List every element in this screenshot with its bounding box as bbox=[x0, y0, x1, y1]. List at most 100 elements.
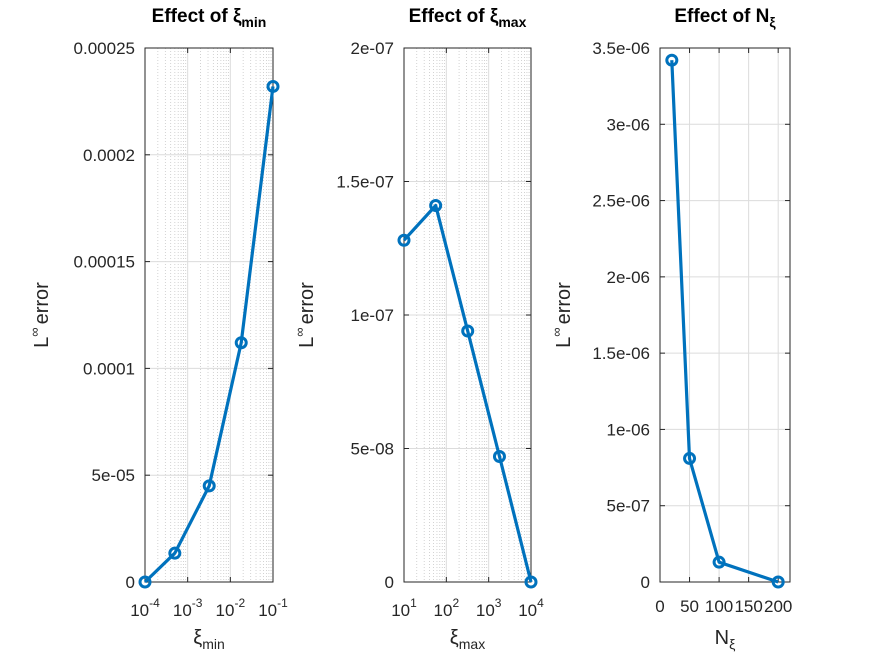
data-point bbox=[771, 575, 785, 589]
x-tick-exponent: 3 bbox=[495, 596, 502, 610]
chart-title-subscript: ξ bbox=[769, 14, 776, 30]
x-tick-label: 200 bbox=[764, 597, 792, 616]
plot-panel-1: 10-4 10-3 10-2 10-105e-050.00010.000150.000… bbox=[27, 6, 288, 652]
x-axis-label-subscript: min bbox=[202, 636, 225, 652]
y-tick-label: 2e-06 bbox=[607, 268, 650, 287]
chart-title-subscript: max bbox=[498, 14, 526, 30]
data-point bbox=[429, 199, 443, 213]
x-tick-base: 10 bbox=[434, 601, 453, 620]
y-tick-label: 1.5e-06 bbox=[592, 344, 650, 363]
data-point bbox=[524, 575, 538, 589]
axes-frame bbox=[144, 47, 274, 583]
y-tick-label: 0.0002 bbox=[83, 146, 135, 165]
x-tick-base: 10 bbox=[130, 601, 149, 620]
x-axis-label-subscript: ξ bbox=[729, 636, 735, 652]
y-axis-label-L: L bbox=[296, 337, 318, 348]
data-point bbox=[138, 575, 152, 589]
data-point bbox=[266, 79, 280, 93]
y-axis-label-superscript: ∞ bbox=[292, 327, 307, 336]
y-axis-label-rest: error bbox=[31, 282, 53, 325]
x-tick-base: 10 bbox=[216, 601, 235, 620]
x-tick-label: 101 bbox=[391, 596, 417, 620]
y-axis-label: L∞ error bbox=[549, 282, 575, 348]
data-point bbox=[234, 336, 248, 350]
y-tick-label: 0 bbox=[385, 573, 394, 592]
series-line bbox=[670, 60, 779, 584]
data-point bbox=[202, 479, 216, 493]
x-tick-base: 10 bbox=[258, 601, 277, 620]
y-tick-label: 0 bbox=[641, 573, 650, 592]
chart-title-subscript: min bbox=[241, 14, 266, 30]
data-point bbox=[492, 450, 506, 464]
x-tick-exponent: -4 bbox=[149, 596, 160, 610]
y-tick-label: 0 bbox=[126, 573, 135, 592]
plot-panel-3: 0 50 100 150 200 0 5e-07 1e-06 1.5e-06 2e-06 2.5e-… bbox=[549, 6, 792, 652]
axes-frame bbox=[403, 47, 532, 583]
y-axis-label: L∞ error bbox=[27, 282, 53, 348]
y-tick-label: 0.00025 bbox=[74, 39, 135, 58]
y-tick-label: 0.0001 bbox=[83, 359, 135, 378]
chart-title-main: Effect of ξ bbox=[152, 6, 242, 27]
x-tick-label: 104 bbox=[518, 596, 544, 620]
y-axis-label-rest: error bbox=[553, 282, 575, 325]
x-tick-label: 10-2 bbox=[216, 596, 246, 620]
y-tick-label: 5e-08 bbox=[351, 440, 394, 459]
data-point bbox=[461, 324, 475, 338]
y-axis-label-L: L bbox=[553, 337, 575, 348]
y-tick-label: 5e-07 bbox=[607, 497, 650, 516]
y-tick-label: 3e-06 bbox=[607, 115, 650, 134]
x-axis-label: ξmax bbox=[450, 627, 485, 652]
series-line bbox=[402, 203, 533, 583]
chart-title-main: Effect of N bbox=[674, 6, 769, 27]
data-point bbox=[665, 53, 679, 67]
x-tick-exponent: 2 bbox=[452, 596, 459, 610]
y-axis-label-L: L bbox=[31, 337, 53, 348]
x-tick-exponent: -3 bbox=[192, 596, 203, 610]
y-tick-label: 5e-05 bbox=[92, 466, 135, 485]
x-tick-label: 10-4 bbox=[130, 596, 160, 620]
y-axis-label-superscript: ∞ bbox=[549, 327, 564, 336]
y-axis-label-rest: error bbox=[296, 282, 318, 325]
x-tick-label: 102 bbox=[434, 596, 460, 620]
chart-title-main: Effect of ξ bbox=[409, 6, 499, 27]
data-point bbox=[397, 233, 411, 247]
x-tick-exponent: -2 bbox=[234, 596, 245, 610]
x-tick-label: 103 bbox=[476, 596, 502, 620]
chart-title: Effect of Nξ bbox=[674, 6, 776, 30]
x-tick-label: 100 bbox=[705, 597, 733, 616]
data-point bbox=[712, 555, 726, 569]
axes-background bbox=[145, 48, 273, 582]
y-tick-label: 0.00015 bbox=[74, 253, 135, 272]
x-tick-label: 10-3 bbox=[173, 596, 203, 620]
series-line bbox=[143, 86, 275, 584]
chart-title: Effect of ξmin bbox=[152, 6, 267, 30]
x-axis-label-main: ξ bbox=[193, 627, 202, 649]
x-tick-base: 10 bbox=[391, 601, 410, 620]
y-tick-label: 3.5e-06 bbox=[592, 39, 650, 58]
x-axis-label-main: ξ bbox=[450, 627, 459, 649]
data-point bbox=[168, 546, 182, 560]
axes-frame bbox=[659, 47, 791, 583]
x-tick-base: 10 bbox=[518, 601, 537, 620]
y-axis-label: L∞ error bbox=[292, 282, 318, 348]
y-axis-label-superscript: ∞ bbox=[27, 327, 42, 336]
x-tick-label: 10-1 bbox=[258, 596, 288, 620]
x-tick-exponent: 1 bbox=[410, 596, 417, 610]
x-tick-label: 50 bbox=[680, 597, 699, 616]
x-axis-label: Nξ bbox=[715, 627, 736, 652]
y-tick-label: 1e-06 bbox=[607, 420, 650, 439]
plot-panel-2: 101 102 103 10405e-081e-071.5e-072e-07Effec… bbox=[292, 6, 544, 652]
x-tick-label: 0 bbox=[655, 597, 664, 616]
x-tick-exponent: -1 bbox=[277, 596, 288, 610]
axes-background bbox=[660, 48, 790, 582]
x-axis-label-subscript: max bbox=[459, 636, 485, 652]
x-tick-base: 10 bbox=[476, 601, 495, 620]
chart-title: Effect of ξmax bbox=[409, 6, 527, 30]
x-tick-label: 150 bbox=[734, 597, 762, 616]
x-axis-label: ξmin bbox=[193, 627, 225, 652]
x-tick-exponent: 4 bbox=[537, 596, 544, 610]
x-axis-label-main: N bbox=[715, 627, 729, 649]
y-tick-label: 1e-07 bbox=[351, 306, 394, 325]
y-tick-label: 2.5e-06 bbox=[592, 192, 650, 211]
